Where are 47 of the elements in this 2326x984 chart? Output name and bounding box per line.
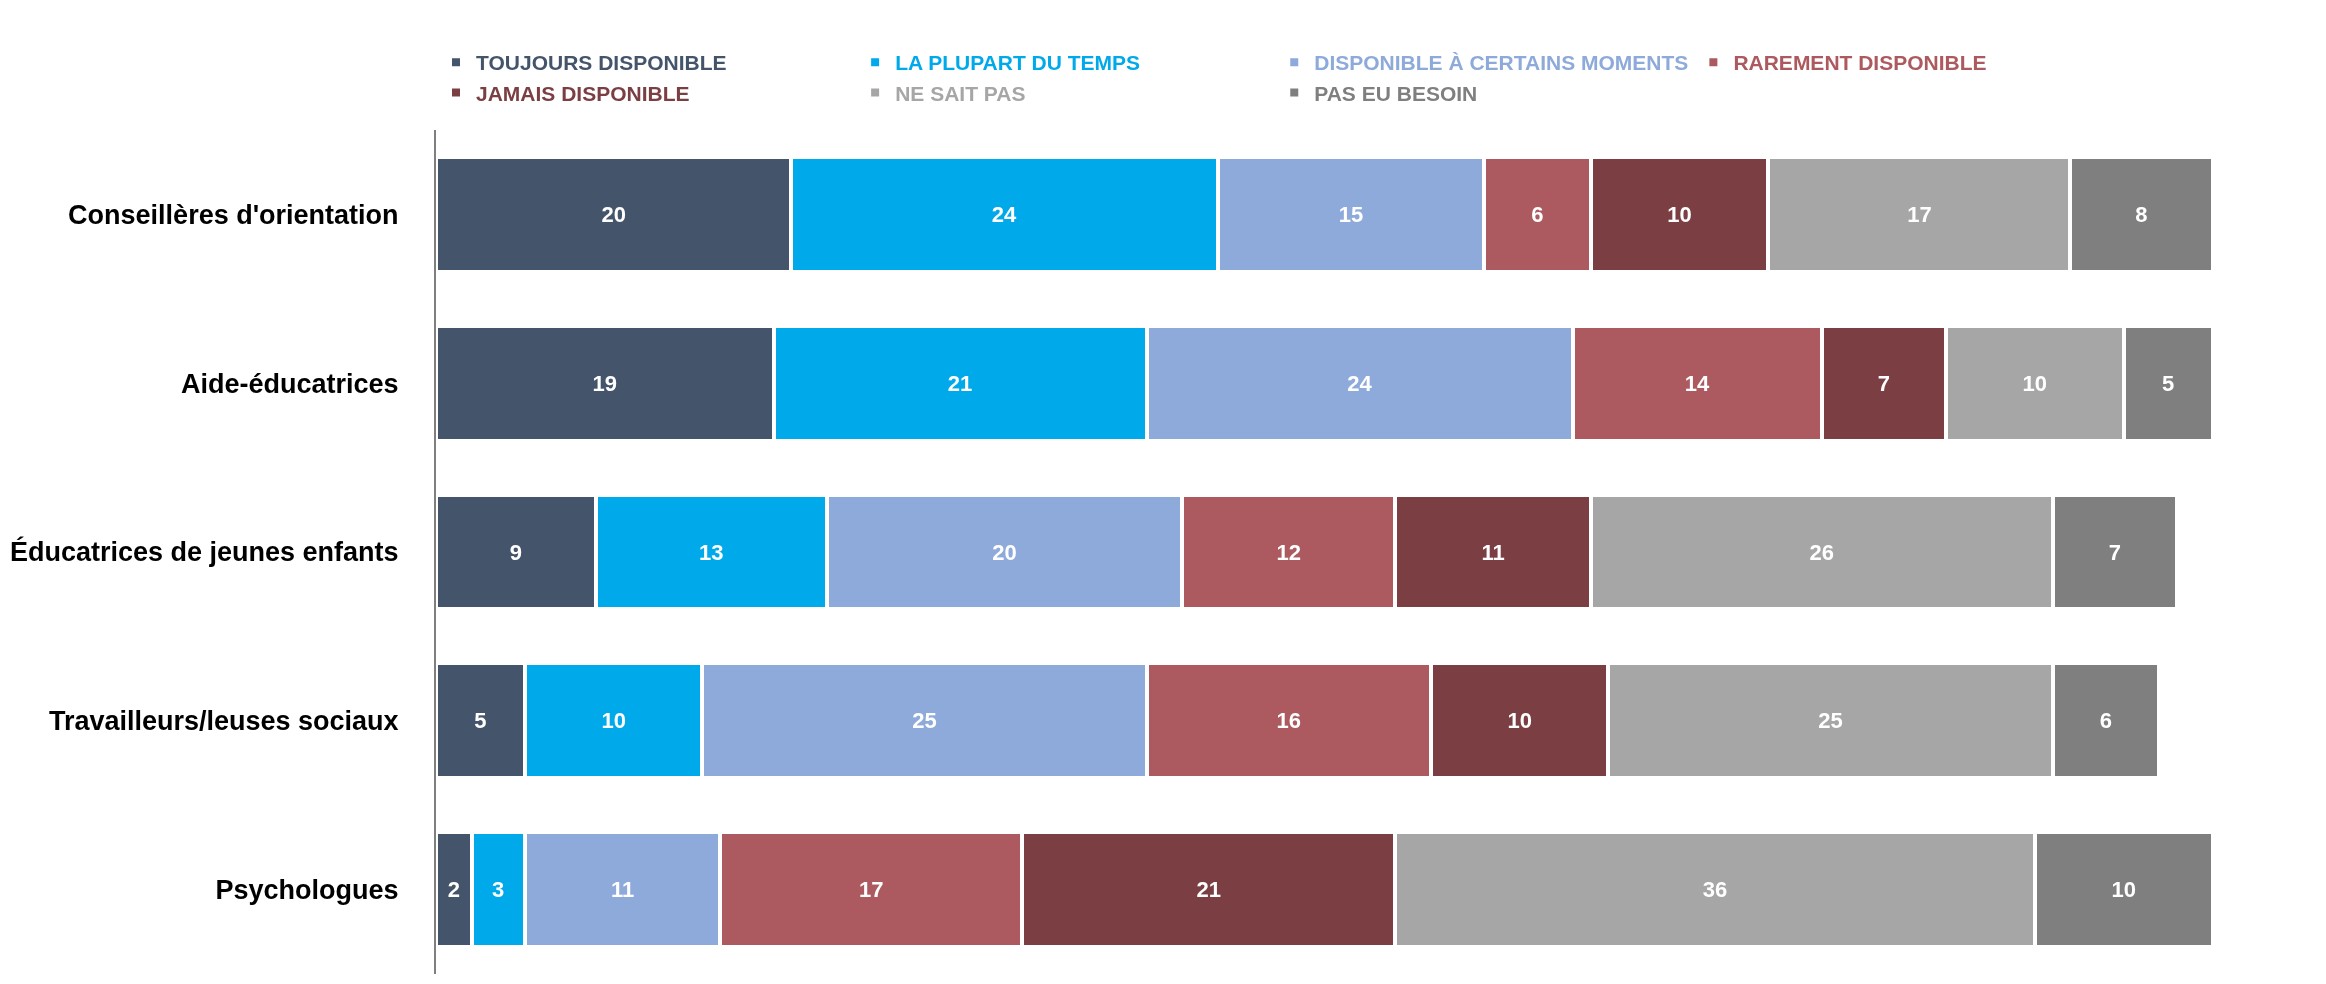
data-label: 11 <box>1481 539 1505 565</box>
legend-label: LA PLUPART DU TEMPS <box>895 51 1141 75</box>
y-tick-label: Psychologues <box>215 875 399 906</box>
data-label: 21 <box>1196 877 1222 903</box>
data-label: 5 <box>474 708 487 734</box>
y-tick-label: Éducatrices de jeunes enfants <box>9 536 399 568</box>
data-label: 19 <box>592 370 618 396</box>
data-label: 8 <box>2135 201 2148 227</box>
data-label: 17 <box>1907 201 1932 227</box>
legend-label: TOUJOURS DISPONIBLE <box>476 51 727 75</box>
data-label: 14 <box>1684 370 1710 396</box>
y-tick-label: Conseillères d'orientation <box>68 199 399 230</box>
data-label: 7 <box>1877 370 1890 396</box>
data-label: 24 <box>1347 370 1373 396</box>
data-label: 6 <box>1531 201 1544 227</box>
data-label: 6 <box>2099 708 2113 734</box>
data-label: 20 <box>992 539 1017 565</box>
data-label: 5 <box>2161 370 2175 396</box>
data-label: 3 <box>492 877 505 903</box>
y-tick-label: Travailleurs/leuses sociaux <box>48 706 399 737</box>
legend-label: RAREMENT DISPONIBLE <box>1733 51 1987 75</box>
y-tick-label: Aide-éducatrices <box>181 368 399 399</box>
data-label: 2 <box>447 877 460 903</box>
data-label: 17 <box>859 877 884 903</box>
data-label: 13 <box>699 539 724 565</box>
data-label: 15 <box>1338 201 1364 227</box>
data-label: 36 <box>1702 877 1728 903</box>
data-label: 24 <box>991 201 1018 227</box>
data-label: 10 <box>1507 708 1532 734</box>
data-label: 9 <box>509 539 523 565</box>
data-label: 16 <box>1276 708 1301 734</box>
data-label: 7 <box>2108 539 2121 565</box>
data-label: 26 <box>1809 539 1834 565</box>
data-label: 10 <box>2022 370 2048 396</box>
data-label: 11 <box>610 877 635 903</box>
legend-label: PAS EU BESOIN <box>1314 81 1478 105</box>
data-label: 20 <box>601 201 626 227</box>
data-label: 10 <box>1667 201 1692 227</box>
data-label: 12 <box>1276 539 1301 565</box>
data-label: 25 <box>1818 708 1843 734</box>
data-label: 25 <box>912 708 937 734</box>
data-label: 10 <box>2111 877 2136 903</box>
data-label: 21 <box>947 370 973 396</box>
legend-label: DISPONIBLE À CERTAINS MOMENTS <box>1314 51 1689 75</box>
legend-label: JAMAIS DISPONIBLE <box>476 81 690 105</box>
legend-label: NE SAIT PAS <box>895 81 1026 105</box>
data-label: 10 <box>601 708 626 734</box>
